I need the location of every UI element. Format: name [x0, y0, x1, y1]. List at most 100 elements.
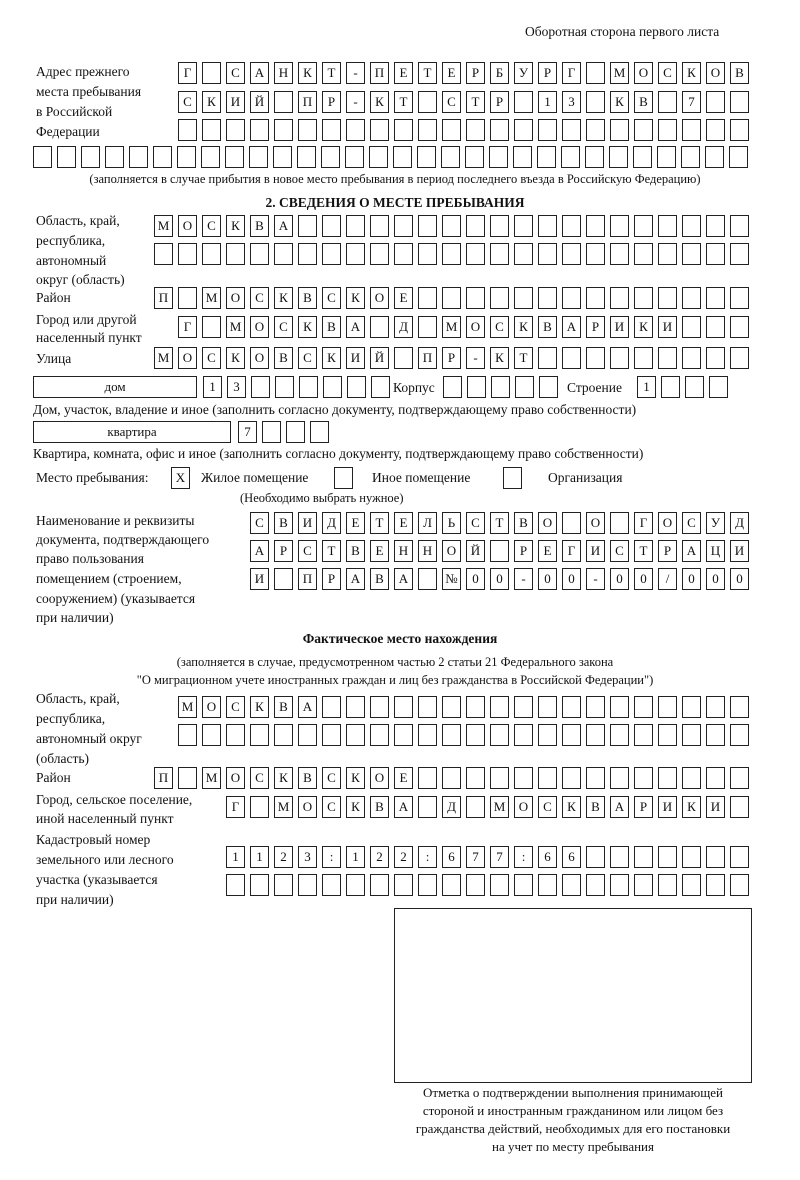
char-cell[interactable]	[441, 146, 460, 168]
char-cell[interactable]	[202, 62, 221, 84]
char-cell[interactable]: Т	[370, 512, 389, 534]
char-cell[interactable]: Р	[322, 568, 341, 590]
char-cell[interactable]: И	[610, 316, 629, 338]
char-cell[interactable]: Р	[538, 62, 557, 84]
char-cell[interactable]	[514, 243, 533, 265]
char-cell[interactable]	[250, 243, 269, 265]
char-cell[interactable]	[562, 287, 581, 309]
char-cell[interactable]	[682, 696, 701, 718]
char-cell[interactable]	[706, 119, 725, 141]
char-cell[interactable]	[394, 243, 413, 265]
char-cell[interactable]	[586, 696, 605, 718]
char-cell[interactable]	[394, 119, 413, 141]
char-cell[interactable]: Й	[466, 540, 485, 562]
char-cell[interactable]	[658, 874, 677, 896]
char-cell[interactable]	[299, 376, 318, 398]
char-cell[interactable]	[586, 62, 605, 84]
char-cell[interactable]: -	[586, 568, 605, 590]
char-cell[interactable]: С	[250, 767, 269, 789]
char-cell[interactable]: -	[346, 91, 365, 113]
char-cell[interactable]: О	[250, 347, 269, 369]
char-cell[interactable]: 2	[394, 846, 413, 868]
char-cell[interactable]	[657, 146, 676, 168]
char-cell[interactable]: Р	[466, 62, 485, 84]
char-cell[interactable]: О	[370, 767, 389, 789]
char-cell[interactable]: Б	[490, 62, 509, 84]
char-cell[interactable]: М	[274, 796, 293, 818]
char-cell[interactable]	[730, 696, 749, 718]
char-cell[interactable]	[322, 696, 341, 718]
char-cell[interactable]	[634, 724, 653, 746]
char-cell[interactable]	[513, 146, 532, 168]
char-cell[interactable]	[394, 696, 413, 718]
char-cell[interactable]: Е	[346, 512, 365, 534]
char-cell[interactable]	[394, 724, 413, 746]
char-cell[interactable]: В	[730, 62, 749, 84]
char-cell[interactable]: П	[298, 568, 317, 590]
char-cell[interactable]	[634, 874, 653, 896]
char-cell[interactable]	[515, 376, 534, 398]
char-cell[interactable]	[442, 215, 461, 237]
char-cell[interactable]: Р	[322, 91, 341, 113]
char-cell[interactable]: 6	[442, 846, 461, 868]
char-cell[interactable]: И	[730, 540, 749, 562]
char-cell[interactable]	[586, 91, 605, 113]
char-cell[interactable]	[681, 146, 700, 168]
char-cell[interactable]: 3	[227, 376, 246, 398]
char-cell[interactable]	[490, 874, 509, 896]
char-cell[interactable]: А	[250, 62, 269, 84]
char-cell[interactable]: И	[658, 316, 677, 338]
char-cell[interactable]: И	[346, 347, 365, 369]
char-cell[interactable]	[658, 91, 677, 113]
char-cell[interactable]	[226, 724, 245, 746]
char-cell[interactable]: 0	[490, 568, 509, 590]
char-cell[interactable]: 7	[238, 421, 257, 443]
char-cell[interactable]	[514, 91, 533, 113]
char-cell[interactable]	[466, 696, 485, 718]
char-cell[interactable]	[394, 215, 413, 237]
char-cell[interactable]: Л	[418, 512, 437, 534]
char-cell[interactable]	[685, 376, 704, 398]
char-cell[interactable]	[322, 215, 341, 237]
char-cell[interactable]: П	[298, 91, 317, 113]
char-cell[interactable]	[586, 119, 605, 141]
char-cell[interactable]: С	[298, 347, 317, 369]
char-cell[interactable]	[610, 874, 629, 896]
char-cell[interactable]: О	[466, 316, 485, 338]
char-cell[interactable]	[225, 146, 244, 168]
char-cell[interactable]	[730, 119, 749, 141]
char-cell[interactable]: К	[298, 62, 317, 84]
char-cell[interactable]: Р	[274, 540, 293, 562]
char-cell[interactable]	[514, 874, 533, 896]
char-cell[interactable]	[730, 243, 749, 265]
char-cell[interactable]	[490, 119, 509, 141]
char-cell[interactable]	[682, 874, 701, 896]
char-cell[interactable]: В	[322, 316, 341, 338]
char-cell[interactable]: О	[658, 512, 677, 534]
char-cell[interactable]	[129, 146, 148, 168]
char-cell[interactable]	[346, 243, 365, 265]
char-cell[interactable]	[442, 243, 461, 265]
char-cell[interactable]	[202, 724, 221, 746]
char-cell[interactable]: -	[346, 62, 365, 84]
char-cell[interactable]	[346, 874, 365, 896]
char-cell[interactable]: 0	[466, 568, 485, 590]
char-cell[interactable]	[490, 540, 509, 562]
char-cell[interactable]: 0	[562, 568, 581, 590]
char-cell[interactable]	[226, 874, 245, 896]
char-cell[interactable]: -	[514, 568, 533, 590]
char-cell[interactable]	[370, 724, 389, 746]
char-cell[interactable]	[490, 767, 509, 789]
char-cell[interactable]	[682, 846, 701, 868]
char-cell[interactable]	[370, 696, 389, 718]
char-cell[interactable]: /	[658, 568, 677, 590]
char-cell[interactable]: П	[370, 62, 389, 84]
char-cell[interactable]	[706, 91, 725, 113]
char-cell[interactable]: С	[610, 540, 629, 562]
char-cell[interactable]: 0	[706, 568, 725, 590]
char-cell[interactable]	[539, 376, 558, 398]
char-cell[interactable]: С	[442, 91, 461, 113]
char-cell[interactable]: Г	[562, 540, 581, 562]
char-cell[interactable]: 0	[610, 568, 629, 590]
char-cell[interactable]: О	[250, 316, 269, 338]
